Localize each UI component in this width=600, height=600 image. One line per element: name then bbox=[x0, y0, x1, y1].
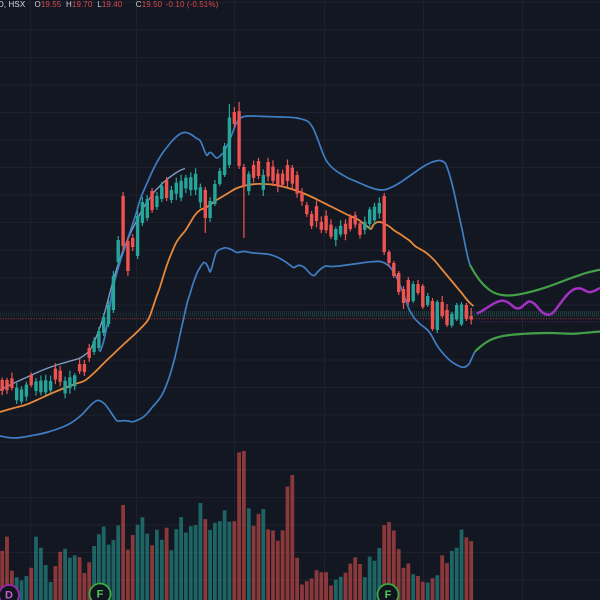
svg-text:F: F bbox=[385, 589, 392, 600]
svg-text:F: F bbox=[97, 589, 104, 600]
svg-text:D: D bbox=[5, 590, 13, 600]
